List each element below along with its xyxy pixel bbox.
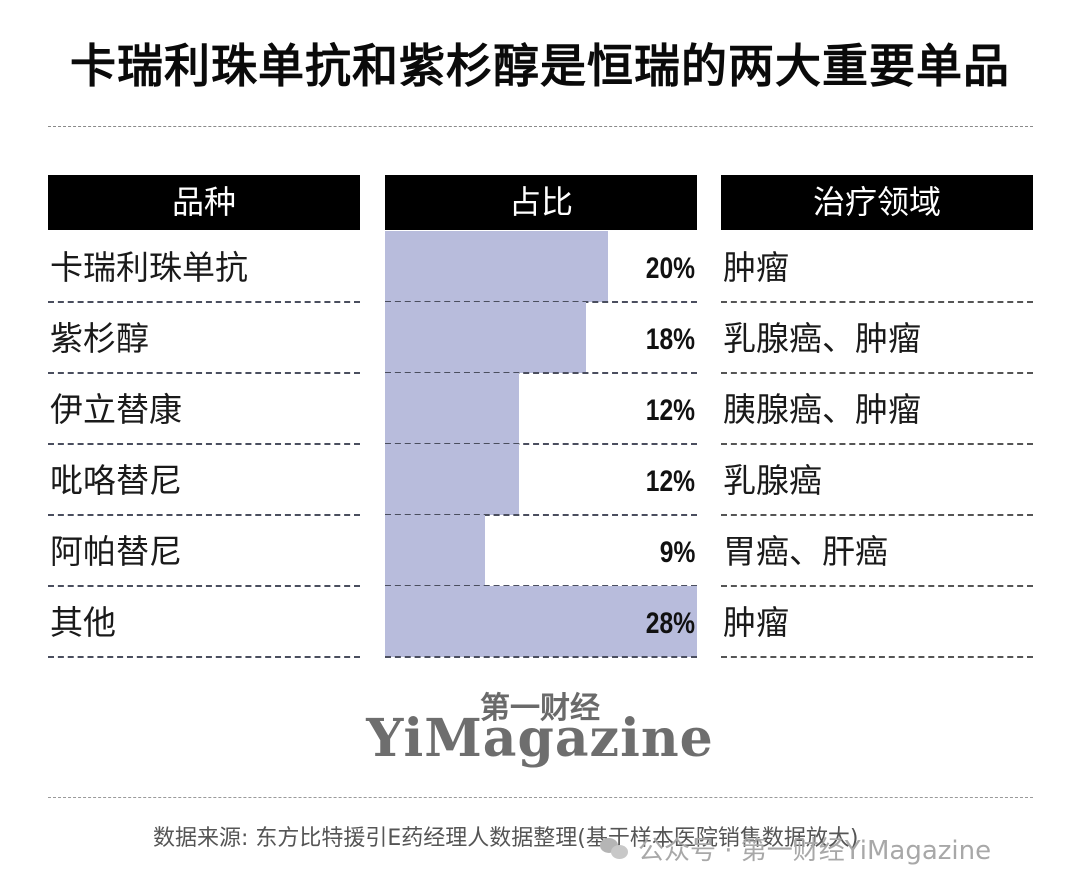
- row-divider: [48, 443, 360, 445]
- share-bar: [385, 373, 519, 444]
- table-row-area: 肿瘤: [721, 231, 1033, 303]
- wechat-icon: [600, 836, 630, 862]
- chart-title: 卡瑞利珠单抗和紫杉醇是恒瑞的两大重要单品: [70, 39, 1010, 93]
- row-divider: [385, 372, 697, 374]
- table-row-drug: 伊立替康: [48, 373, 360, 445]
- row-divider: [721, 656, 1033, 658]
- share-value: 28%: [645, 607, 695, 640]
- logo-en: YiMagazine: [366, 708, 714, 769]
- table-row-share: 28%: [385, 586, 697, 658]
- therapy-area: 胃癌、肝癌: [723, 532, 888, 571]
- share-value: 20%: [645, 252, 695, 285]
- table-row-share: 9%: [385, 515, 697, 587]
- table-row-area: 胃癌、肝癌: [721, 515, 1033, 587]
- header-drug: 品种: [48, 175, 360, 230]
- table-row-area: 肿瘤: [721, 586, 1033, 658]
- row-divider: [385, 443, 697, 445]
- drug-name: 紫杉醇: [50, 319, 149, 358]
- table-row-drug: 紫杉醇: [48, 302, 360, 374]
- table-row-share: 12%: [385, 444, 697, 516]
- share-bar: [385, 444, 519, 515]
- share-bar: [385, 302, 586, 373]
- share-value: 9%: [659, 536, 695, 569]
- share-bar: [385, 231, 608, 302]
- data-source: 数据来源: 东方比特援引E药经理人数据整理(基于样本医院销售数据放大): [153, 826, 859, 851]
- drug-name: 阿帕替尼: [50, 532, 182, 571]
- row-divider: [721, 443, 1033, 445]
- bottom-divider: [48, 797, 1033, 798]
- watermark: 公众号 · 第一财经YiMagazine: [600, 830, 991, 867]
- row-divider: [721, 585, 1033, 587]
- therapy-area: 胰腺癌、肿瘤: [723, 390, 921, 429]
- table-row-drug: 卡瑞利珠单抗: [48, 231, 360, 303]
- table-row-area: 胰腺癌、肿瘤: [721, 373, 1033, 445]
- row-divider: [721, 301, 1033, 303]
- row-divider: [385, 656, 697, 658]
- header-share: 占比: [385, 175, 697, 230]
- header-area: 治疗领域: [721, 175, 1033, 230]
- share-value: 18%: [645, 323, 695, 356]
- table-row-drug: 阿帕替尼: [48, 515, 360, 587]
- table-row-share: 12%: [385, 373, 697, 445]
- table-row-share: 20%: [385, 231, 697, 303]
- therapy-area: 肿瘤: [723, 248, 789, 287]
- share-value: 12%: [645, 394, 695, 427]
- therapy-area: 乳腺癌: [723, 461, 822, 500]
- top-divider: [48, 126, 1033, 127]
- table-row-drug: 吡咯替尼: [48, 444, 360, 516]
- row-divider: [48, 656, 360, 658]
- row-divider: [385, 514, 697, 516]
- table-row-share: 18%: [385, 302, 697, 374]
- table-row-drug: 其他: [48, 586, 360, 658]
- drug-name: 其他: [50, 603, 116, 642]
- therapy-area: 肿瘤: [723, 603, 789, 642]
- row-divider: [721, 514, 1033, 516]
- drug-name: 卡瑞利珠单抗: [50, 248, 248, 287]
- row-divider: [48, 514, 360, 516]
- row-divider: [48, 585, 360, 587]
- watermark-text: 公众号 · 第一财经YiMagazine: [638, 836, 992, 866]
- row-divider: [48, 301, 360, 303]
- row-divider: [721, 372, 1033, 374]
- drug-name: 吡咯替尼: [50, 461, 182, 500]
- share-value: 12%: [645, 465, 695, 498]
- table-row-area: 乳腺癌、肿瘤: [721, 302, 1033, 374]
- therapy-area: 乳腺癌、肿瘤: [723, 319, 921, 358]
- logo-cn: 第一财经: [480, 691, 600, 726]
- table-row-area: 乳腺癌: [721, 444, 1033, 516]
- share-bar: [385, 515, 485, 586]
- row-divider: [48, 372, 360, 374]
- share-bar: [385, 586, 697, 657]
- drug-name: 伊立替康: [50, 390, 182, 429]
